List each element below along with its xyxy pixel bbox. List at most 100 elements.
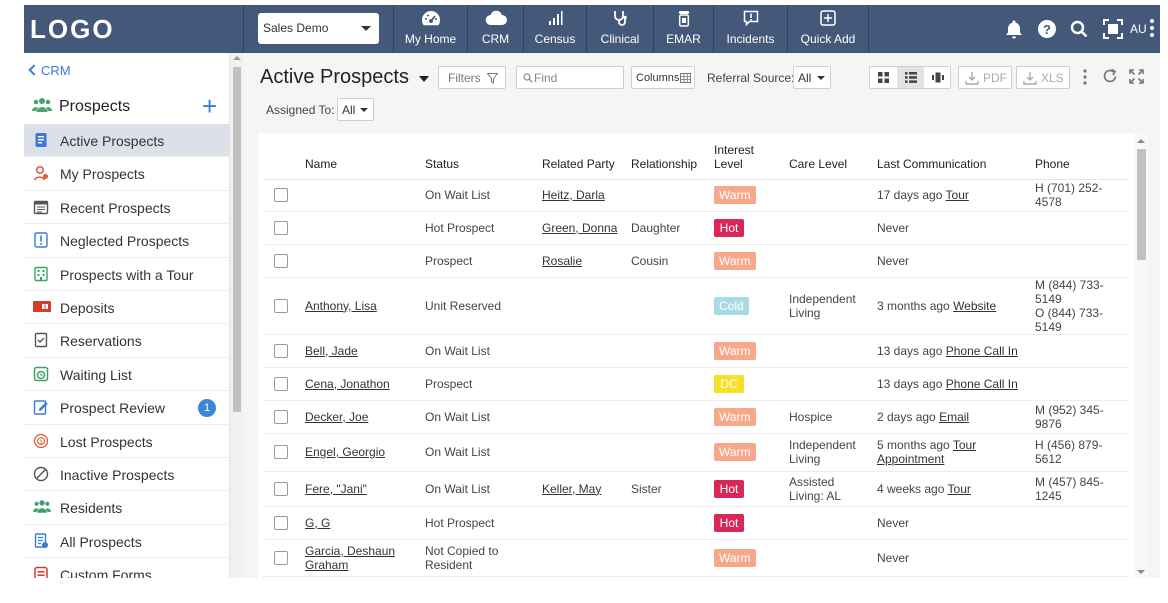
- sidebar-item-recent-prospects[interactable]: Recent Prospects: [24, 191, 229, 225]
- filters-button[interactable]: Filters: [438, 66, 506, 89]
- table-row[interactable]: G, G Hot Prospect Hot Never: [263, 506, 1129, 540]
- prospect-name-link[interactable]: Cena, Jonathon: [305, 376, 390, 391]
- communication-type-link[interactable]: Website: [953, 298, 997, 313]
- back-to-crm-link[interactable]: CRM: [28, 63, 71, 78]
- nav-quick-add[interactable]: Quick Add: [787, 5, 868, 53]
- export-pdf-button[interactable]: PDF: [958, 66, 1012, 89]
- row-checkbox[interactable]: [274, 515, 288, 530]
- prospect-name-link[interactable]: Bell, Jade: [305, 343, 358, 358]
- related-party-link[interactable]: Heitz, Darla: [542, 188, 605, 202]
- sidebar-item-reservations[interactable]: Reservations: [24, 324, 229, 358]
- bell-icon[interactable]: [1005, 19, 1023, 39]
- sidebar-item-neglected-prospects[interactable]: Neglected Prospects: [24, 224, 229, 258]
- assigned-to-select[interactable]: All: [337, 98, 374, 121]
- prospect-name-link[interactable]: Fere, "Jani": [305, 481, 367, 496]
- referral-source-select[interactable]: All: [793, 66, 831, 89]
- sidebar-item-active-prospects[interactable]: Active Prospects: [24, 124, 229, 158]
- export-xls-button[interactable]: XLS: [1016, 66, 1070, 89]
- column-header-relationship[interactable]: Relationship: [625, 133, 708, 180]
- community-select[interactable]: Sales Demo: [258, 13, 379, 44]
- grid-view-icon[interactable]: [870, 67, 897, 88]
- communication-type-link[interactable]: Phone Call In: [945, 376, 1018, 391]
- communication-type-link[interactable]: Tour: [947, 481, 971, 496]
- expand-icon[interactable]: [1129, 69, 1144, 87]
- columns-button[interactable]: Columns: [631, 66, 695, 89]
- add-prospect-button[interactable]: +: [202, 91, 218, 121]
- app-logo[interactable]: LOGO: [30, 14, 115, 44]
- nav-emar[interactable]: EMAR: [653, 5, 713, 53]
- table-row[interactable]: Cena, Jonathon Prospect DC 13 days ago Phon…: [263, 367, 1129, 401]
- table-row[interactable]: Garcia, Deshaun Graham Not Copied to Resi…: [263, 539, 1129, 577]
- communication-type-link[interactable]: Tour Appointment: [877, 438, 977, 466]
- table-row[interactable]: Engel, Georgio On Wait List Warm Independen…: [263, 433, 1129, 472]
- kebab-icon[interactable]: [1150, 18, 1154, 38]
- row-checkbox[interactable]: [274, 188, 288, 203]
- search-icon[interactable]: [1070, 19, 1088, 39]
- related-party-link[interactable]: Keller, May: [542, 481, 602, 496]
- table-row[interactable]: Hot Prospect Green, Donna Daughter Hot Never: [263, 211, 1129, 245]
- nav-incidents[interactable]: Incidents: [713, 5, 787, 53]
- sidebar-item-inactive-prospects[interactable]: Inactive Prospects: [24, 458, 229, 492]
- column-header-name[interactable]: Name: [299, 133, 419, 180]
- table-row[interactable]: Decker, Joe On Wait List Warm Hospice 2 days…: [263, 400, 1129, 434]
- page-title[interactable]: Active Prospects: [260, 66, 409, 88]
- sidebar-item-waiting-list[interactable]: Waiting List: [24, 358, 229, 392]
- scroll-up-arrow[interactable]: [233, 56, 241, 60]
- sidebar-item-prospect-review[interactable]: Prospect Review 1: [24, 391, 229, 425]
- refresh-icon[interactable]: [1102, 68, 1118, 87]
- table-row[interactable]: Fere, "Jani" On Wait List Keller, May Siste…: [263, 471, 1129, 507]
- table-scrollbar[interactable]: [1134, 133, 1148, 578]
- fullscreen-icon[interactable]: [1103, 19, 1123, 39]
- scrollbar-thumb[interactable]: [233, 67, 241, 412]
- prospect-name-link[interactable]: Engel, Georgio: [305, 445, 386, 459]
- sidebar-item-custom-forms[interactable]: Custom Forms: [24, 558, 229, 578]
- prospect-name-link[interactable]: Anthony, Lisa: [305, 298, 377, 313]
- communication-type-link[interactable]: Email: [939, 409, 970, 424]
- user-initials[interactable]: AU: [1130, 22, 1147, 36]
- nav-my-home[interactable]: My Home: [393, 5, 467, 53]
- row-checkbox[interactable]: [274, 481, 288, 496]
- nav-census[interactable]: Census: [523, 5, 586, 53]
- row-checkbox[interactable]: [274, 298, 288, 313]
- sidebar-item-my-prospects[interactable]: My Prospects: [24, 157, 229, 191]
- list-view-icon[interactable]: [897, 67, 924, 88]
- column-header-interest-level[interactable]: Interest Level: [708, 133, 783, 180]
- prospect-name-link[interactable]: Decker, Joe: [305, 409, 369, 424]
- sidebar-item-residents[interactable]: Residents: [24, 491, 229, 525]
- row-checkbox[interactable]: [274, 253, 288, 268]
- related-party-link[interactable]: Rosalie: [542, 253, 583, 268]
- related-party-link[interactable]: Green, Donna: [542, 220, 618, 235]
- column-view-icon[interactable]: [924, 67, 951, 88]
- communication-type-link[interactable]: Phone Call In: [945, 343, 1018, 358]
- nav-crm[interactable]: CRM: [467, 5, 523, 53]
- row-checkbox[interactable]: [274, 409, 288, 424]
- row-checkbox[interactable]: [274, 445, 288, 460]
- help-icon[interactable]: ?: [1037, 19, 1057, 39]
- column-header-related-party[interactable]: Related Party: [536, 133, 625, 180]
- nav-clinical[interactable]: Clinical: [586, 5, 653, 53]
- prospect-name-link[interactable]: G, G: [305, 515, 331, 530]
- table-row[interactable]: Hope, DanielProspect Never: [263, 576, 1129, 578]
- row-checkbox[interactable]: [274, 343, 288, 358]
- find-input[interactable]: Find: [516, 66, 624, 89]
- table-row[interactable]: Bell, Jade On Wait List Warm 13 days ago Ph…: [263, 334, 1129, 368]
- more-options-icon[interactable]: [1083, 69, 1087, 88]
- row-checkbox[interactable]: [274, 550, 288, 565]
- sidebar-item-deposits[interactable]: $ Deposits: [24, 291, 229, 325]
- sidebar-item-lost-prospects[interactable]: $ Lost Prospects: [24, 425, 229, 458]
- table-row[interactable]: Anthony, Lisa Unit Reserved Cold Independen…: [263, 277, 1129, 335]
- row-checkbox[interactable]: [274, 220, 288, 235]
- chevron-down-icon[interactable]: [419, 76, 429, 82]
- communication-type-link[interactable]: Tour: [945, 188, 969, 202]
- row-checkbox[interactable]: [274, 376, 288, 391]
- table-row[interactable]: Prospect Rosalie Cousin Warm Never: [263, 244, 1129, 278]
- column-header-status[interactable]: Status: [419, 133, 536, 180]
- prospect-name-link[interactable]: Garcia, Deshaun Graham: [305, 543, 396, 572]
- column-header-phone[interactable]: Phone: [1029, 133, 1129, 180]
- sidebar-item-all-prospects[interactable]: All Prospects: [24, 525, 229, 559]
- scroll-down-arrow[interactable]: [1137, 570, 1145, 574]
- sidebar-scrollbar[interactable]: [229, 53, 243, 578]
- column-header-last-communication[interactable]: Last Communication: [871, 133, 1029, 180]
- column-header-care-level[interactable]: Care Level: [783, 133, 871, 180]
- scrollbar-thumb[interactable]: [1137, 149, 1146, 260]
